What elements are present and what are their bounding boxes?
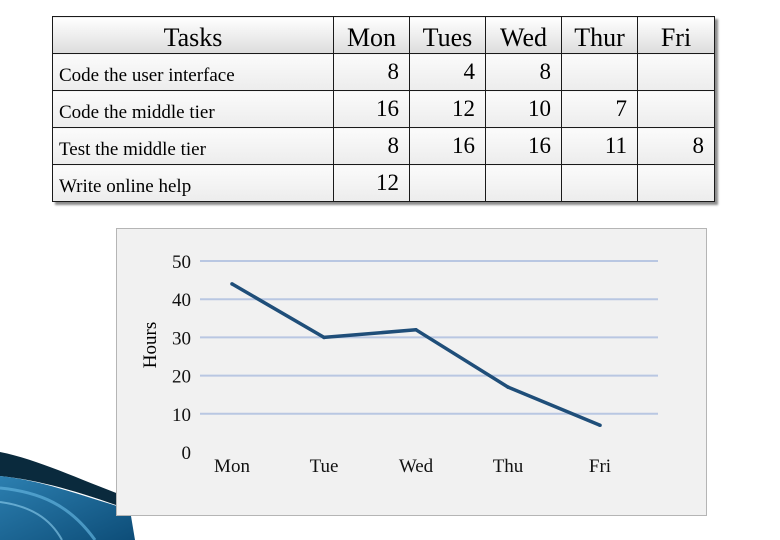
task-name: Code the middle tier [52, 90, 334, 128]
data-point [322, 335, 326, 340]
table-cell [561, 53, 638, 91]
table-cell: 8 [485, 53, 562, 91]
table-cell: 12 [333, 164, 410, 202]
task-name: Write online help [52, 164, 334, 202]
table-cell: 16 [485, 127, 562, 165]
series-line [231, 282, 601, 427]
table-header-row: Tasks Mon Tues Wed Thur Fri [52, 16, 715, 54]
table-cell: 7 [561, 90, 638, 128]
table-cell: 8 [637, 127, 715, 165]
data-point [414, 327, 418, 332]
table-cell: 16 [333, 90, 410, 128]
data-point [598, 423, 602, 428]
line-chart [116, 228, 707, 516]
x-tick-label: Wed [399, 456, 434, 477]
table-cell: 4 [409, 53, 486, 91]
x-tick-label: Fri [589, 456, 611, 477]
y-tick-label: 50 [172, 252, 191, 273]
table-cell: 12 [409, 90, 486, 128]
header-thur: Thur [561, 16, 638, 54]
table-cell: 16 [409, 127, 486, 165]
table-cell: 8 [333, 53, 410, 91]
table-row: Code the user interface 8 4 8 [52, 53, 715, 91]
y-tick-label: 30 [172, 328, 191, 349]
x-tick-label: Thu [493, 456, 524, 477]
y-tick-label: 10 [172, 405, 191, 426]
table-cell [485, 164, 562, 202]
table-row: Write online help 12 [52, 164, 715, 202]
data-point [230, 282, 234, 286]
table-cell [561, 164, 638, 202]
table-cell [409, 164, 486, 202]
decorative-corner-swoosh [0, 452, 135, 540]
task-name: Test the middle tier [52, 127, 334, 165]
task-name: Code the user interface [52, 53, 334, 91]
task-hours-table: Tasks Mon Tues Wed Thur Fri Code the use… [52, 16, 715, 202]
header-mon: Mon [333, 16, 410, 54]
table-row: Test the middle tier 8 16 16 11 8 [52, 127, 715, 165]
y-axis-label: Hours [140, 321, 161, 369]
table-cell: 11 [561, 127, 638, 165]
header-fri: Fri [637, 16, 715, 54]
y-tick-label: 40 [172, 290, 191, 311]
table-cell [637, 90, 715, 128]
header-tasks: Tasks [52, 16, 334, 54]
table-cell [637, 164, 715, 202]
table-row: Code the middle tier 16 12 10 7 [52, 90, 715, 128]
y-tick-label: 0 [182, 443, 192, 464]
x-tick-label: Tue [310, 456, 339, 477]
y-tick-label: 20 [172, 367, 191, 388]
data-point [506, 385, 510, 389]
x-tick-label: Mon [214, 456, 250, 477]
header-tues: Tues [409, 16, 486, 54]
